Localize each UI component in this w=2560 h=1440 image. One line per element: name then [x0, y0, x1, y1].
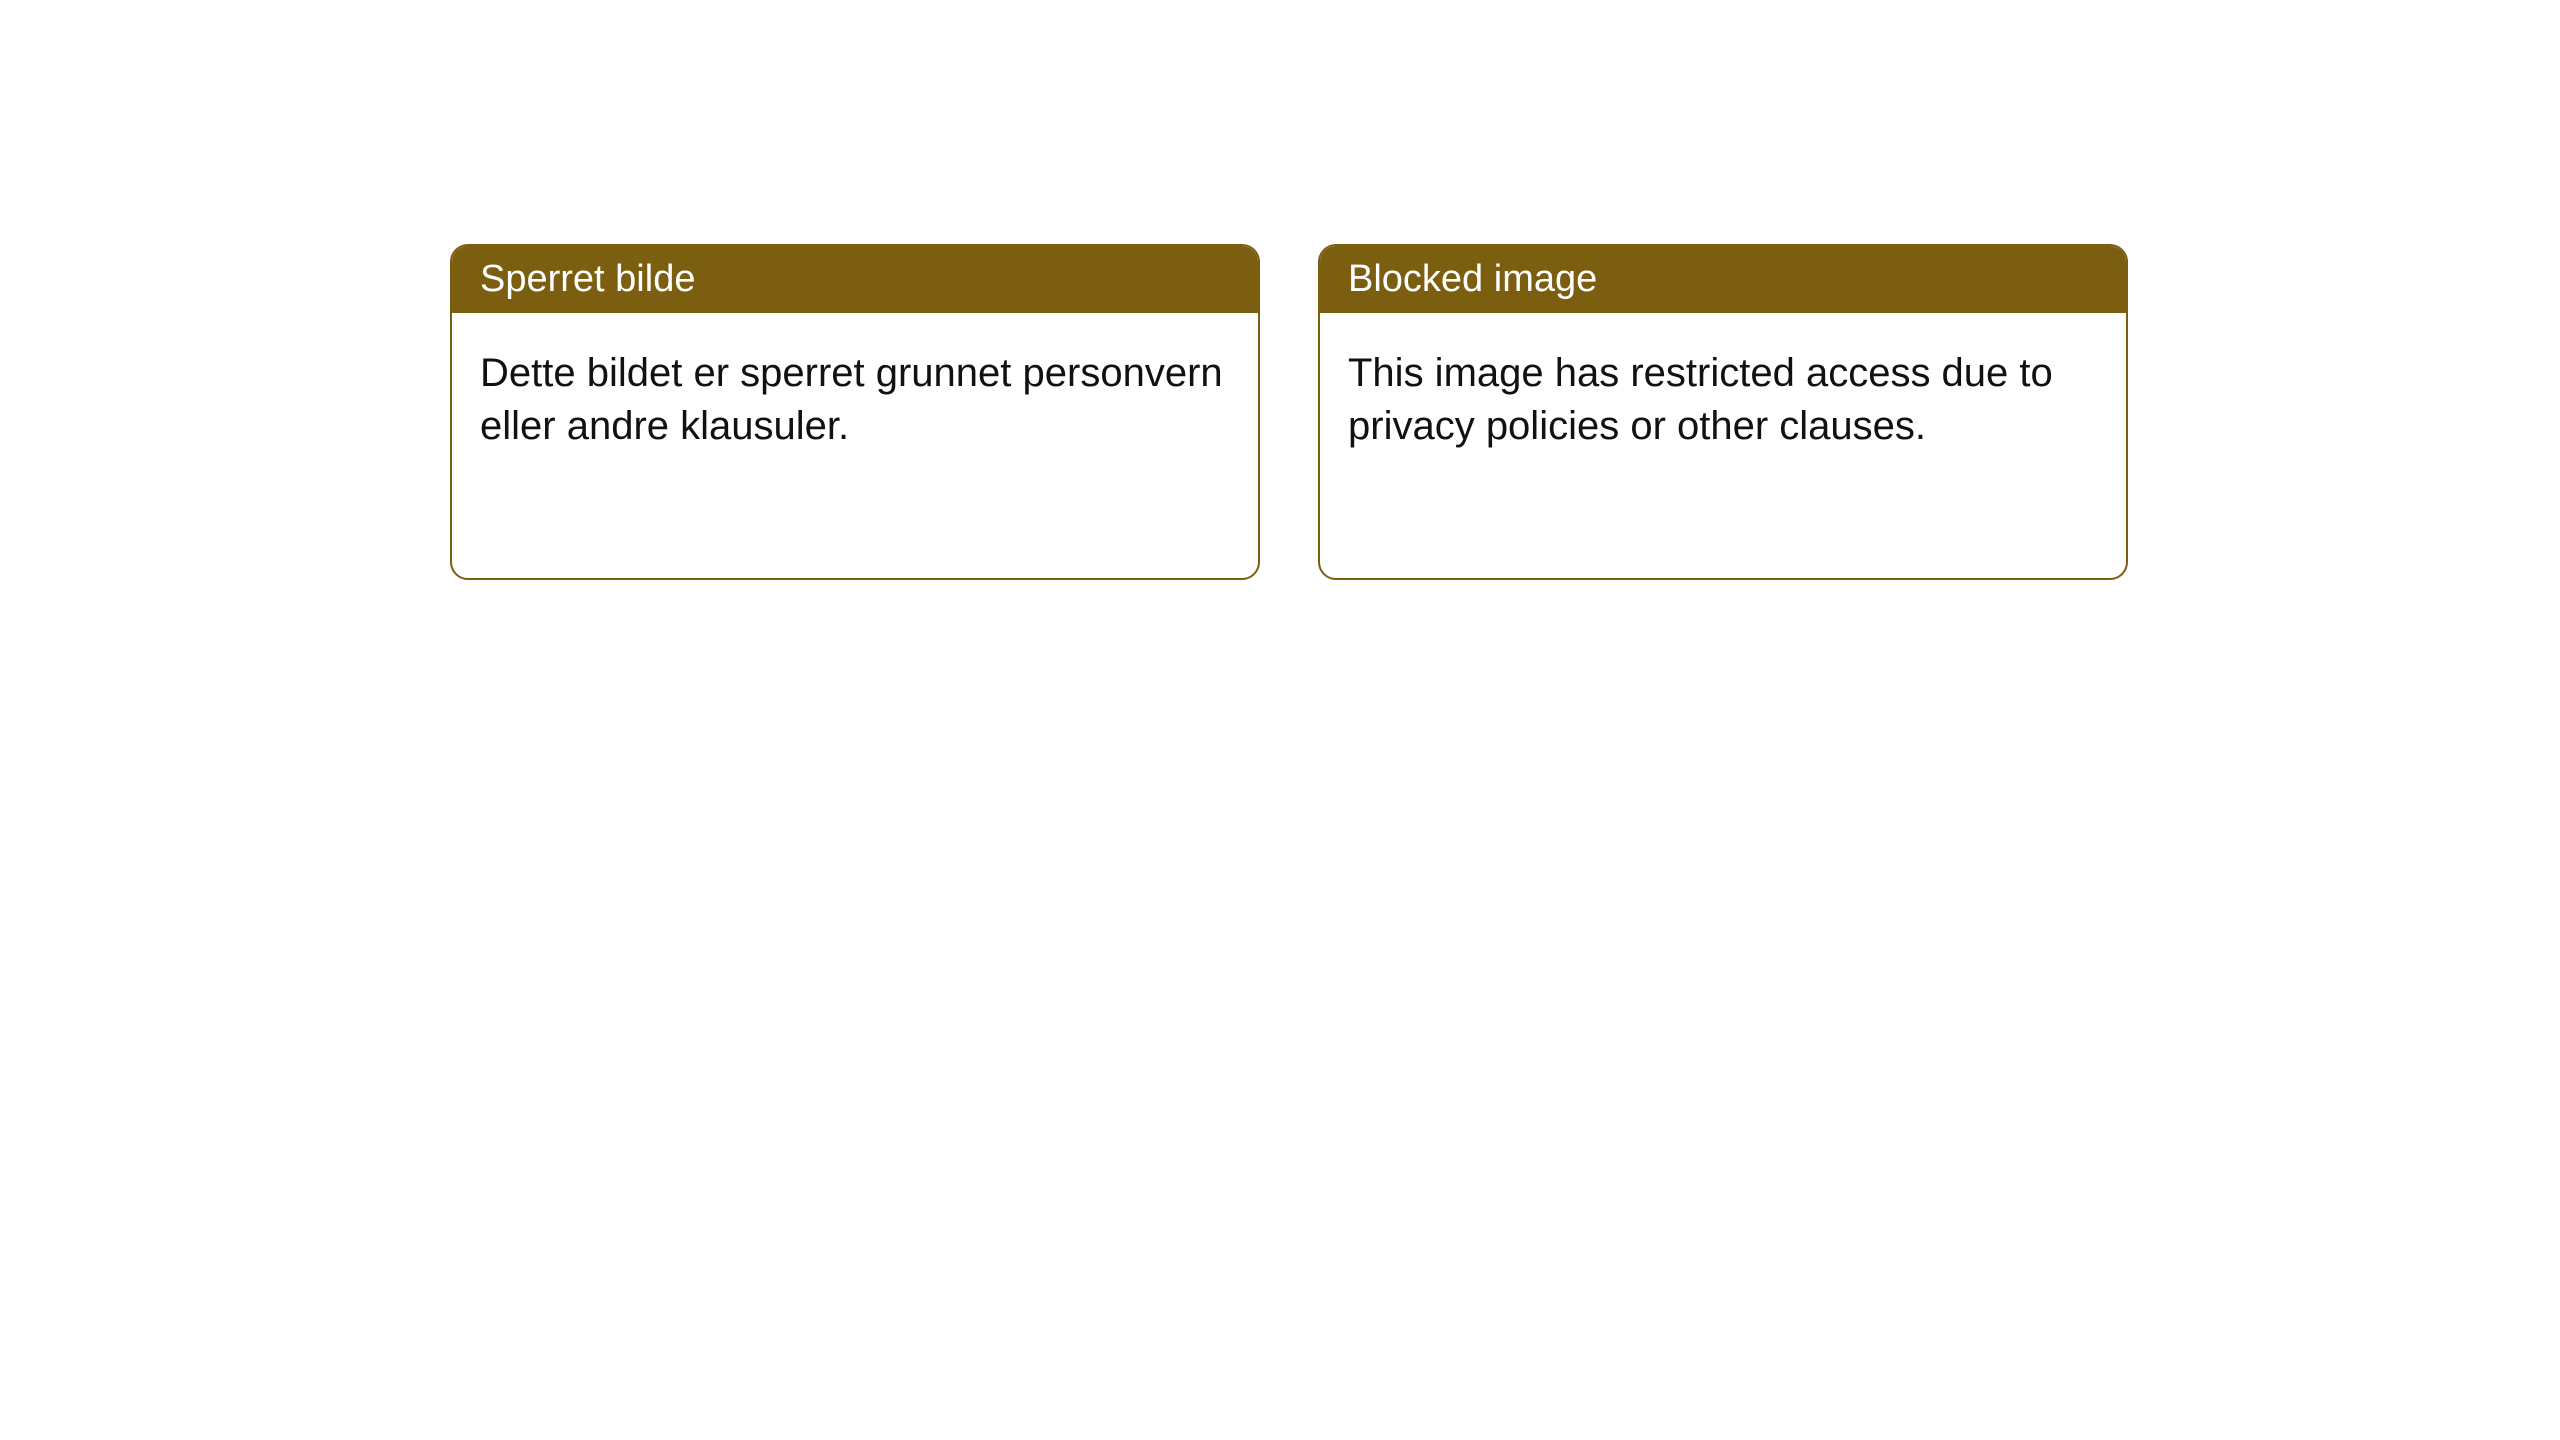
notice-card-body-en: This image has restricted access due to … — [1320, 313, 2126, 487]
notice-card-en: Blocked image This image has restricted … — [1318, 244, 2128, 580]
notice-cards-container: Sperret bilde Dette bildet er sperret gr… — [450, 244, 2128, 580]
notice-card-no: Sperret bilde Dette bildet er sperret gr… — [450, 244, 1260, 580]
notice-card-title-no: Sperret bilde — [452, 246, 1258, 313]
notice-card-body-no: Dette bildet er sperret grunnet personve… — [452, 313, 1258, 487]
notice-card-title-en: Blocked image — [1320, 246, 2126, 313]
